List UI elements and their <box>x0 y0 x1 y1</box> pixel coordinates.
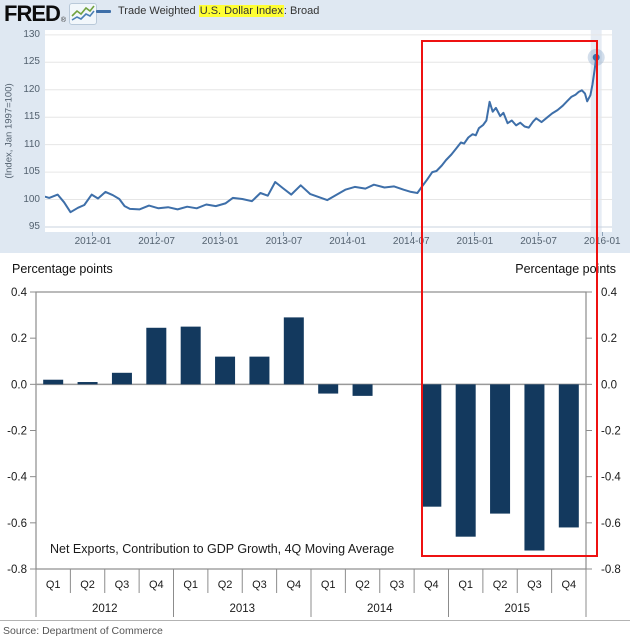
quarter-label: Q4 <box>286 579 301 591</box>
left-y-tick-label: -0.6 <box>7 518 27 530</box>
x-tick-mark <box>92 232 94 236</box>
quarter-label: Q1 <box>458 579 473 591</box>
right-y-tick-label: 0.4 <box>601 287 618 299</box>
right-y-tick-label: -0.6 <box>601 518 621 530</box>
year-label: 2014 <box>367 603 393 615</box>
fred-logo-chart-icon <box>69 3 98 25</box>
quarter-label: Q3 <box>527 579 542 591</box>
x-tick-label: 2013-07 <box>265 236 303 247</box>
bar <box>111 372 132 385</box>
bar <box>77 382 98 385</box>
year-label: 2013 <box>229 603 255 615</box>
bar <box>352 384 373 396</box>
year-label: 2015 <box>504 603 530 615</box>
bar <box>524 384 545 551</box>
bar <box>43 379 64 385</box>
y-tick-label: 95 <box>28 221 40 232</box>
bar <box>455 384 476 537</box>
left-y-tick-label: 0.2 <box>11 333 27 345</box>
left-y-tick-label: -0.4 <box>7 472 27 484</box>
bar-plot-area: 0.4 0.4 0.2 0.2 0.0 0.0 -0.2 -0.2 -0.4 -0.4 -0.6 -0… <box>7 287 621 617</box>
last-observation-marker <box>592 53 600 61</box>
source-note: Source: Department of Commerce <box>3 625 163 637</box>
y-tick-label: 105 <box>23 166 40 178</box>
y-tick-label: 125 <box>23 56 40 68</box>
x-tick-label: 2015-07 <box>520 236 557 247</box>
year-label: 2012 <box>92 603 118 615</box>
quarter-label: Q3 <box>252 579 267 591</box>
registered-trademark: ® <box>60 17 67 24</box>
x-tick-label: 2014-07 <box>392 236 430 247</box>
bar <box>318 384 339 394</box>
x-tick-label: 2013-01 <box>201 236 239 247</box>
y-tick-label: 115 <box>24 111 40 123</box>
quarter-label: Q4 <box>149 579 164 591</box>
search-term-highlight: U.S. Dollar Index <box>198 5 284 17</box>
right-y-tick-label: -0.8 <box>601 564 621 576</box>
quarter-label: Q2 <box>80 579 95 591</box>
x-tick-label: 2012-01 <box>74 236 112 247</box>
quarter-label: Q1 <box>321 579 336 591</box>
x-tick-label: 2016-01 <box>583 236 621 247</box>
quarter-label: Q1 <box>183 579 198 591</box>
quarter-label: Q2 <box>218 579 233 591</box>
left-axis-title: Percentage points <box>12 262 113 276</box>
x-tick-mark <box>283 232 285 236</box>
bar <box>490 384 511 514</box>
legend: Trade Weighted U.S. Dollar Index: Broad <box>96 5 319 17</box>
y-tick-label: 110 <box>24 138 40 150</box>
usd-index-line-chart: FRED ® Trade Weighted U.S. Dollar Index: … <box>0 0 630 253</box>
bar <box>421 384 442 507</box>
line-plot-area <box>44 30 612 232</box>
footer-divider <box>0 620 630 621</box>
bar <box>146 327 167 385</box>
x-tick-mark <box>474 232 476 236</box>
right-y-tick-label: -0.2 <box>601 426 621 438</box>
y-tick-label: 100 <box>23 193 40 205</box>
x-tick-mark <box>601 232 603 236</box>
x-tick-mark <box>156 232 158 236</box>
quarter-label: Q2 <box>493 579 508 591</box>
usd-index-series-line <box>44 56 598 214</box>
x-tick-label: 2015-01 <box>456 236 494 247</box>
left-y-tick-label: -0.8 <box>7 564 27 576</box>
x-tick-label: 2014-01 <box>329 236 366 247</box>
left-y-tick-label: -0.2 <box>7 426 27 438</box>
x-tick-mark <box>219 232 221 236</box>
quarter-label: Q3 <box>390 579 405 591</box>
x-tick-mark <box>410 232 412 236</box>
bar <box>180 326 201 385</box>
bar <box>283 317 304 385</box>
y-tick-label: 120 <box>23 83 40 95</box>
y-axis-title: (Index, Jan 1997=100) <box>3 83 15 179</box>
right-y-tick-label: 0.0 <box>601 379 617 391</box>
left-y-tick-label: 0.0 <box>11 379 27 391</box>
left-y-tick-label: 0.4 <box>11 287 28 299</box>
bar <box>249 356 270 385</box>
x-tick-mark <box>347 232 349 236</box>
bar <box>558 384 579 528</box>
right-y-tick-label: -0.4 <box>601 472 621 484</box>
chart-caption: Net Exports, Contribution to GDP Growth,… <box>50 542 395 556</box>
quarter-label: Q1 <box>46 579 61 591</box>
right-axis-title: Percentage points <box>515 262 616 276</box>
fred-logo-text: FRED <box>4 1 61 26</box>
legend-line-swatch <box>96 9 111 13</box>
legend-label: Trade Weighted U.S. Dollar Index: Broad <box>118 5 320 17</box>
right-y-tick-label: 0.2 <box>601 333 617 345</box>
x-tick-mark <box>538 232 540 236</box>
bar <box>215 356 236 385</box>
quarter-label: Q3 <box>115 579 130 591</box>
fred-logo: FRED ® <box>4 1 98 26</box>
quarter-label: Q4 <box>424 579 439 591</box>
x-tick-label: 2012-07 <box>138 236 175 247</box>
quarter-label: Q4 <box>561 579 576 591</box>
y-tick-label: 130 <box>23 28 40 40</box>
quarter-label: Q2 <box>355 579 370 591</box>
